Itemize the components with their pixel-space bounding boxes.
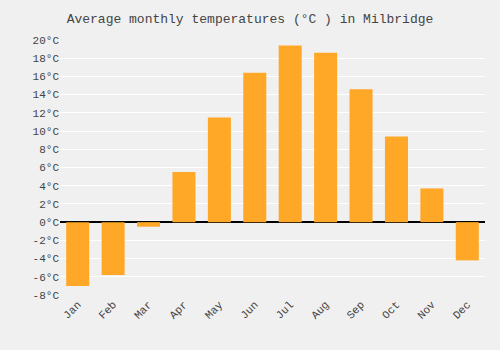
svg-text:Aug: Aug bbox=[309, 299, 331, 321]
svg-text:Oct: Oct bbox=[380, 299, 402, 321]
svg-text:Feb: Feb bbox=[97, 299, 119, 321]
svg-text:Average monthly temperatures (: Average monthly temperatures (°C ) in Mi… bbox=[67, 12, 434, 27]
svg-text:-4°C: -4°C bbox=[33, 253, 60, 265]
svg-text:14°C: 14°C bbox=[33, 89, 60, 101]
svg-text:Jun: Jun bbox=[238, 299, 260, 321]
svg-text:Sep: Sep bbox=[345, 299, 367, 321]
svg-text:0°C: 0°C bbox=[39, 217, 59, 229]
svg-text:May: May bbox=[203, 299, 226, 322]
svg-text:18°C: 18°C bbox=[33, 53, 60, 65]
svg-text:12°C: 12°C bbox=[33, 108, 60, 120]
svg-text:4°C: 4°C bbox=[39, 181, 59, 193]
svg-text:Dec: Dec bbox=[451, 299, 473, 321]
svg-text:6°C: 6°C bbox=[39, 162, 59, 174]
svg-text:10°C: 10°C bbox=[33, 126, 60, 138]
svg-text:Jan: Jan bbox=[61, 299, 83, 321]
svg-text:-2°C: -2°C bbox=[33, 235, 60, 247]
svg-text:Apr: Apr bbox=[167, 299, 189, 321]
svg-text:-8°C: -8°C bbox=[33, 290, 60, 302]
svg-text:8°C: 8°C bbox=[39, 144, 59, 156]
svg-text:Nov: Nov bbox=[415, 299, 438, 322]
svg-text:20°C: 20°C bbox=[33, 35, 60, 47]
svg-text:2°C: 2°C bbox=[39, 199, 59, 211]
svg-text:16°C: 16°C bbox=[33, 71, 60, 83]
svg-text:Mar: Mar bbox=[132, 299, 154, 321]
svg-text:Jul: Jul bbox=[274, 299, 296, 321]
svg-text:-6°C: -6°C bbox=[33, 272, 60, 284]
